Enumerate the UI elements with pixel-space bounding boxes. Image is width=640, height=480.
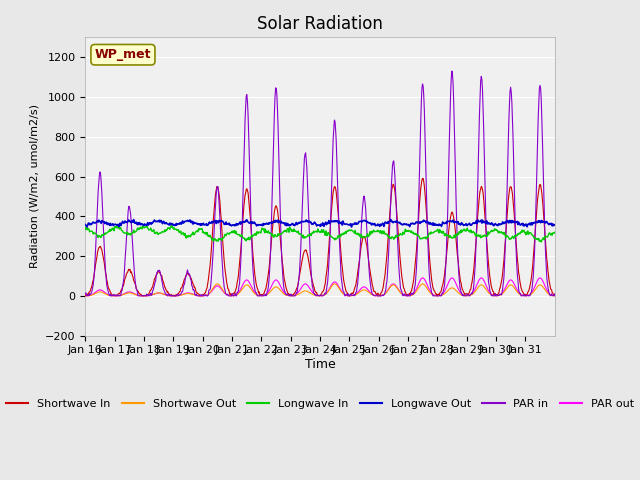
Title: Solar Radiation: Solar Radiation [257, 15, 383, 33]
Y-axis label: Radiation (W/m2, umol/m2/s): Radiation (W/m2, umol/m2/s) [29, 105, 40, 268]
Legend: Shortwave In, Shortwave Out, Longwave In, Longwave Out, PAR in, PAR out: Shortwave In, Shortwave Out, Longwave In… [2, 395, 638, 414]
X-axis label: Time: Time [305, 358, 335, 371]
Text: WP_met: WP_met [95, 48, 151, 61]
